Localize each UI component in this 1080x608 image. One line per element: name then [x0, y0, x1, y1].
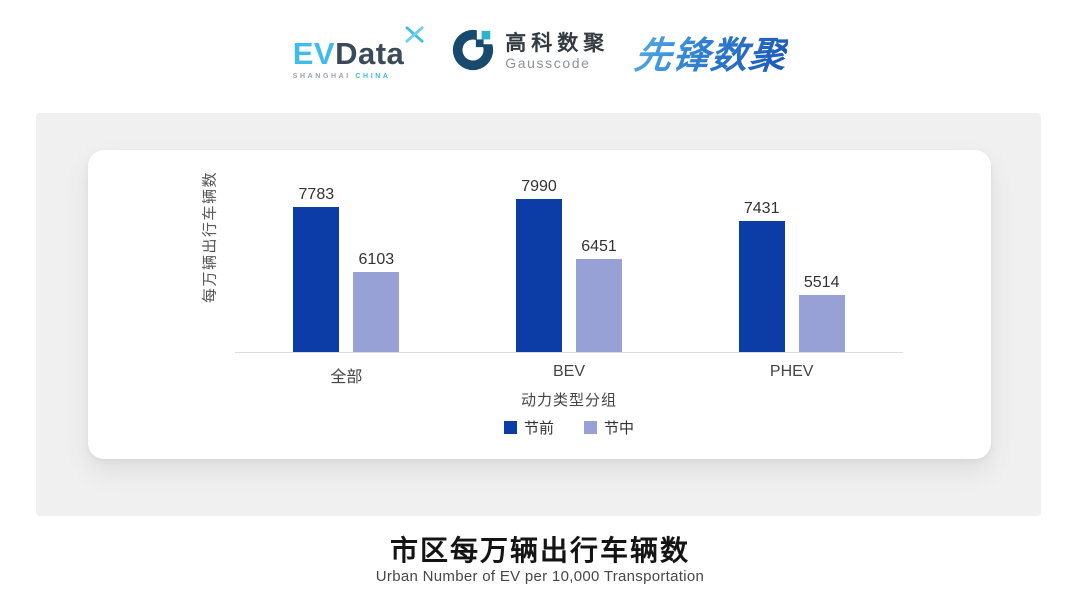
bar-with-label: 6103 [353, 250, 400, 353]
legend-label: 节前 [523, 420, 554, 437]
x-star-icon [405, 25, 424, 49]
page-subtitle: Urban Number of EV per 10,000 Transporta… [375, 568, 705, 585]
evdata-subtitle-shanghai: SHANGHAI [292, 72, 351, 80]
bar-with-label: 5514 [798, 273, 845, 353]
bar-with-label: 7783 [293, 186, 340, 353]
legend-swatch [503, 421, 517, 434]
bar-with-label: 6451 [576, 237, 622, 353]
bar [798, 294, 845, 353]
bar-group: 7431 5514 [680, 168, 903, 353]
bar-group: 7990 6451 [458, 168, 681, 353]
x-tick-label: PHEV [769, 363, 814, 380]
legend-item: 节中 [584, 417, 634, 438]
bar-with-label: 7990 [516, 179, 562, 353]
y-axis-label: 每万辆出行车辆数 [201, 170, 219, 304]
x-axis-line [235, 352, 903, 353]
bar [516, 199, 562, 353]
plot-area: 7783 6103 7990 6451 7431 5514 [235, 168, 903, 353]
bar-value-label: 7431 [743, 199, 780, 217]
gausscode-logo: 高科数聚 Gausscode [450, 27, 609, 78]
bar [293, 207, 340, 353]
x-axis-title: 动力类型分组 [520, 392, 617, 409]
chart-legend: 节前 节中 [235, 417, 903, 438]
bar [576, 258, 622, 353]
header-logo-bar: EV Data SHANGHAI CHINA 高科数聚 G [0, 14, 1080, 90]
evdata-logo-subtitle: SHANGHAI CHINA [293, 73, 425, 80]
evdata-logo-wordmark: EV Data [293, 25, 425, 69]
evdata-logo-data: Data [335, 35, 405, 71]
bar-value-label: 5514 [803, 273, 840, 291]
evdata-logo: EV Data SHANGHAI CHINA [293, 25, 425, 80]
bar-value-label: 7783 [298, 186, 335, 204]
evdata-logo-ev: EV [292, 35, 336, 71]
bar [738, 220, 785, 353]
legend-label: 节中 [604, 420, 635, 437]
g-ring-icon [450, 27, 496, 78]
bar-group: 7783 6103 [235, 168, 458, 353]
bar-value-label: 7990 [521, 178, 557, 196]
pioneer-logo: 先锋数聚 [632, 25, 790, 79]
page-title: 市区每万辆出行车辆数 [389, 535, 690, 566]
bar-value-label: 6451 [581, 237, 617, 255]
bar [353, 271, 400, 353]
legend-item: 节前 [503, 417, 554, 438]
x-axis-ticks: 全部 BEV PHEV [235, 363, 903, 387]
chart-panel: 每万辆出行车辆数 7783 6103 7990 6451 7431 5514 全部 BEV P… [36, 113, 1041, 516]
x-tick-label: BEV [553, 363, 586, 380]
evdata-subtitle-china: CHINA [355, 72, 391, 80]
chart-card: 每万辆出行车辆数 7783 6103 7990 6451 7431 5514 全部 BEV P… [88, 150, 991, 459]
gausscode-logo-en: Gausscode [505, 55, 591, 72]
bar-with-label: 7431 [738, 199, 785, 353]
bar-value-label: 6103 [358, 250, 395, 268]
gausscode-logo-cn: 高科数聚 [505, 32, 610, 56]
x-tick-label: 全部 [330, 369, 363, 386]
legend-swatch [584, 421, 597, 434]
gausscode-logo-text: 高科数聚 Gausscode [505, 32, 609, 72]
